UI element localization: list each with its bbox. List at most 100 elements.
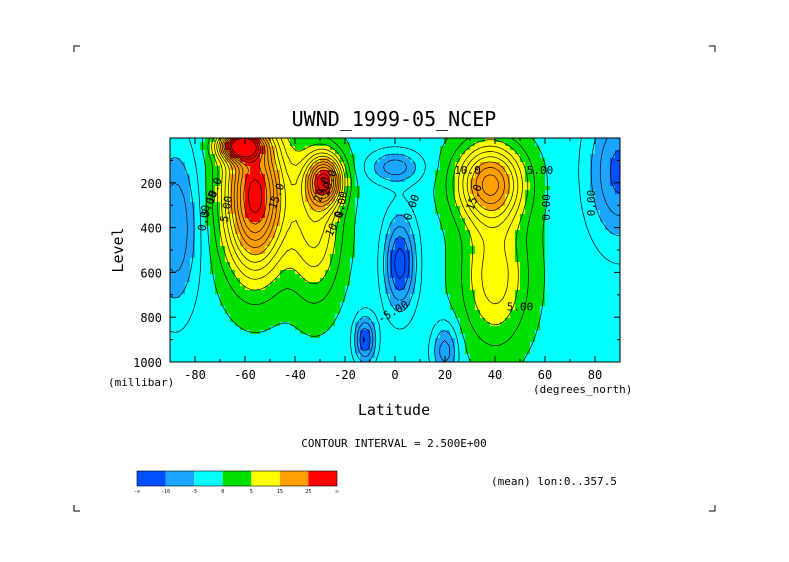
field-cell: [310, 306, 316, 311]
field-cell: [420, 298, 426, 303]
field-cell: [585, 286, 591, 291]
field-cell: [355, 346, 361, 351]
field-cell: [530, 286, 536, 291]
field-cell: [475, 158, 481, 163]
field-cell: [205, 250, 211, 255]
field-cell: [555, 226, 561, 231]
field-cell: [365, 154, 371, 159]
field-cell: [530, 278, 536, 283]
field-cell: [610, 186, 616, 191]
field-cell: [180, 258, 186, 263]
field-cell: [390, 330, 396, 335]
field-cell: [230, 322, 236, 327]
field-cell: [215, 282, 221, 287]
field-cell: [230, 318, 236, 323]
field-cell: [200, 330, 206, 335]
field-cell: [365, 342, 371, 347]
field-cell: [250, 146, 256, 151]
field-cell: [590, 266, 596, 271]
field-cell: [360, 182, 366, 187]
field-cell: [310, 262, 316, 267]
field-cell: [190, 350, 196, 355]
field-cell: [250, 238, 256, 243]
field-cell: [585, 282, 591, 287]
field-cell: [370, 262, 376, 267]
field-cell: [270, 294, 276, 299]
field-cell: [175, 314, 181, 319]
field-cell: [415, 250, 421, 255]
field-cell: [260, 154, 266, 159]
field-cell: [495, 234, 501, 239]
field-cell: [290, 194, 296, 199]
field-cell: [200, 194, 206, 199]
field-cell: [565, 218, 571, 223]
field-cell: [190, 354, 196, 359]
field-cell: [390, 182, 396, 187]
field-cell: [315, 210, 321, 215]
field-cell: [205, 318, 211, 323]
field-cell: [170, 166, 176, 171]
field-cell: [345, 214, 351, 219]
field-cell: [525, 346, 531, 351]
field-cell: [525, 338, 531, 343]
field-cell: [455, 334, 461, 339]
field-cell: [335, 318, 341, 323]
field-cell: [295, 146, 301, 151]
field-cell: [575, 290, 581, 295]
field-cell: [410, 286, 416, 291]
field-cell: [460, 334, 466, 339]
field-cell: [185, 198, 191, 203]
field-cell: [220, 202, 226, 207]
field-cell: [570, 262, 576, 267]
field-cell: [215, 278, 221, 283]
field-cell: [560, 234, 566, 239]
field-cell: [570, 290, 576, 295]
field-cell: [280, 142, 286, 147]
field-cell: [505, 234, 511, 239]
field-cell: [600, 346, 606, 351]
field-cell: [475, 194, 481, 199]
field-cell: [445, 334, 451, 339]
field-cell: [250, 214, 256, 219]
field-cell: [345, 294, 351, 299]
field-cell: [370, 270, 376, 275]
field-cell: [330, 202, 336, 207]
field-cell: [380, 266, 386, 271]
field-cell: [360, 254, 366, 259]
field-cell: [570, 238, 576, 243]
field-cell: [255, 350, 261, 355]
field-cell: [355, 154, 361, 159]
field-cell: [405, 230, 411, 235]
field-cell: [300, 286, 306, 291]
field-cell: [460, 310, 466, 315]
field-cell: [375, 186, 381, 191]
field-cell: [170, 198, 176, 203]
field-cell: [195, 286, 201, 291]
field-cell: [545, 242, 551, 247]
field-cell: [560, 242, 566, 247]
field-cell: [470, 262, 476, 267]
field-cell: [245, 334, 251, 339]
field-cell: [185, 234, 191, 239]
field-cell: [465, 282, 471, 287]
field-cell: [515, 314, 521, 319]
field-cell: [535, 242, 541, 247]
field-cell: [350, 138, 356, 143]
field-cell: [320, 226, 326, 231]
field-cell: [595, 354, 601, 359]
field-cell: [230, 358, 236, 363]
field-cell: [290, 354, 296, 359]
field-cell: [455, 350, 461, 355]
field-cell: [455, 278, 461, 283]
field-cell: [455, 254, 461, 259]
field-cell: [250, 282, 256, 287]
field-cell: [250, 190, 256, 195]
field-cell: [445, 286, 451, 291]
field-cell: [430, 186, 436, 191]
field-cell: [435, 142, 441, 147]
field-cell: [505, 334, 511, 339]
field-cell: [215, 286, 221, 291]
field-cell: [450, 250, 456, 255]
field-cell: [205, 194, 211, 199]
field-cell: [230, 138, 236, 143]
